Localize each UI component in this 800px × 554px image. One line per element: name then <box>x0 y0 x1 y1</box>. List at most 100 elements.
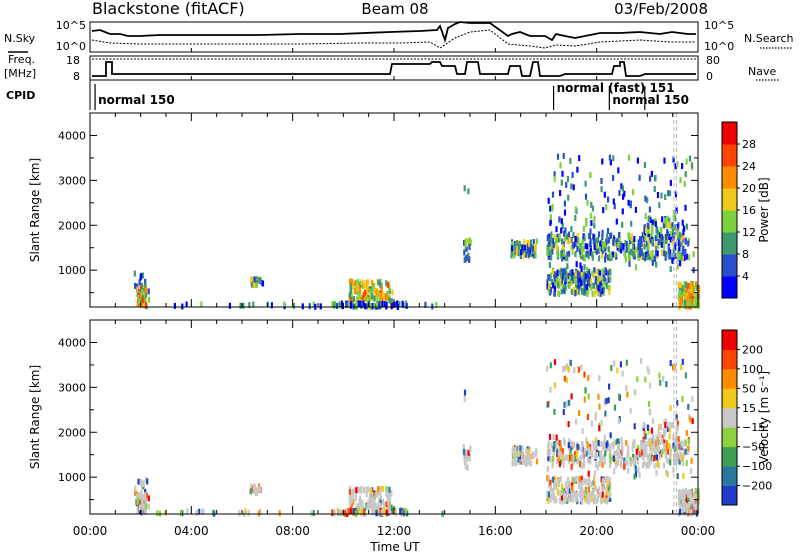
range-cell <box>596 494 599 501</box>
range-cell <box>137 294 140 301</box>
range-cell <box>355 279 358 286</box>
range-cell <box>570 280 573 286</box>
range-cell <box>697 301 701 308</box>
range-cell <box>666 228 669 235</box>
freq-tick-bottom: 8 <box>73 70 80 83</box>
range-cell <box>641 462 645 469</box>
range-cell <box>695 494 698 500</box>
range-cell <box>347 508 351 515</box>
range-cell <box>687 291 690 297</box>
range-cell <box>558 278 561 285</box>
range-cell <box>658 202 661 209</box>
range-cell <box>602 268 605 275</box>
range-cell <box>552 282 555 289</box>
range-cell <box>612 155 615 162</box>
range-cell <box>590 284 593 291</box>
range-cell <box>672 258 675 264</box>
range-cell <box>570 393 573 400</box>
range-cell <box>679 440 682 447</box>
range-cell <box>424 301 427 308</box>
range-cell <box>648 223 651 230</box>
range-cell <box>618 232 621 238</box>
range-cell <box>674 450 677 457</box>
range-cell <box>657 242 660 249</box>
range-cell <box>619 453 622 460</box>
range-cell <box>553 442 556 449</box>
range-cell <box>668 442 671 449</box>
range-cell <box>634 264 638 271</box>
range-cell <box>379 281 382 288</box>
range-cell <box>555 226 558 233</box>
range-cell <box>555 272 558 279</box>
range-cell <box>656 192 660 198</box>
range-cell <box>617 447 620 454</box>
range-cell <box>591 205 594 212</box>
range-cell <box>462 444 465 450</box>
range-cell <box>603 480 606 487</box>
range-cell <box>636 376 639 383</box>
range-cell <box>649 233 652 240</box>
range-cell <box>655 434 658 441</box>
range-cell <box>689 494 692 501</box>
range-cell <box>588 498 591 505</box>
range-cell <box>697 494 700 501</box>
range-cell <box>606 489 609 496</box>
range-cell <box>563 250 566 257</box>
range-cell <box>590 420 593 427</box>
range-cell <box>377 279 380 286</box>
range-cell <box>687 438 690 445</box>
range-cell <box>569 157 572 164</box>
range-cell <box>604 476 607 483</box>
range-cell <box>368 493 372 499</box>
range-cell <box>604 267 607 274</box>
range-cell <box>391 508 394 514</box>
range-cell <box>581 498 584 505</box>
range-cell <box>369 288 372 295</box>
colorbar-tick-label: 100 <box>742 363 763 376</box>
range-cell <box>566 455 569 461</box>
range-cell <box>350 501 353 508</box>
range-cell <box>667 190 670 197</box>
range-cell <box>546 465 549 472</box>
range-cell <box>361 296 364 303</box>
cpid-segment-label: normal 150 <box>98 93 175 107</box>
range-cell <box>599 495 602 502</box>
range-cell <box>684 372 687 379</box>
range-cell <box>556 248 559 255</box>
colorbar-swatch <box>722 122 737 145</box>
range-cell <box>555 237 558 243</box>
range-cell <box>546 443 550 450</box>
range-cell <box>615 218 618 225</box>
range-cell <box>598 255 601 262</box>
range-cell <box>564 454 568 461</box>
range-cell <box>255 282 258 289</box>
range-cell <box>671 231 674 238</box>
range-cell <box>641 440 644 447</box>
range-cell <box>626 391 629 398</box>
range-cell <box>253 276 256 283</box>
range-cell <box>634 460 637 467</box>
colorbar-swatch <box>722 388 737 409</box>
range-cell <box>372 496 375 503</box>
range-cell <box>603 458 607 465</box>
range-cell <box>681 505 684 512</box>
range-cell <box>568 399 571 406</box>
range-cell <box>568 250 571 257</box>
range-cell <box>685 253 688 260</box>
range-cell <box>405 508 408 515</box>
range-cell <box>664 194 667 201</box>
range-cell <box>338 509 341 516</box>
range-cell <box>656 436 659 443</box>
range-cell <box>649 382 652 389</box>
range-cell <box>558 461 561 468</box>
range-cell <box>555 448 559 455</box>
range-cell <box>550 242 553 249</box>
range-cell <box>630 220 633 227</box>
range-cell <box>583 490 586 496</box>
range-cell <box>139 274 142 281</box>
range-cell <box>601 288 604 295</box>
range-cell <box>589 241 592 247</box>
range-cell <box>678 281 681 288</box>
range-cell <box>567 231 571 238</box>
range-cell <box>601 247 604 254</box>
